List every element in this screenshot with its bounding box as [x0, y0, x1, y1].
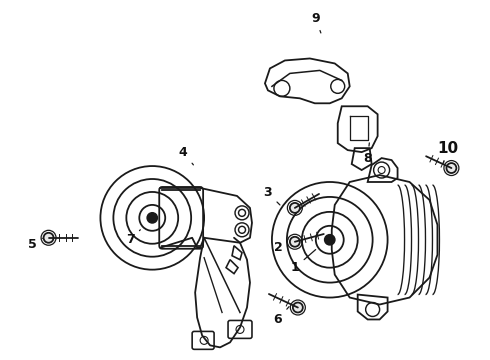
Circle shape [147, 213, 157, 223]
Text: 7: 7 [126, 230, 140, 246]
Circle shape [325, 235, 335, 245]
Circle shape [290, 203, 300, 213]
Text: 5: 5 [28, 238, 42, 251]
Text: 10: 10 [437, 141, 458, 163]
Text: 4: 4 [179, 145, 194, 165]
Circle shape [44, 233, 53, 243]
Text: 3: 3 [264, 186, 280, 205]
Text: 6: 6 [273, 307, 289, 326]
Text: 8: 8 [364, 143, 372, 165]
Circle shape [290, 237, 300, 247]
Text: 2: 2 [273, 239, 288, 254]
Circle shape [293, 302, 303, 312]
Text: 9: 9 [312, 12, 321, 33]
Text: 1: 1 [291, 249, 316, 274]
Circle shape [446, 163, 456, 173]
